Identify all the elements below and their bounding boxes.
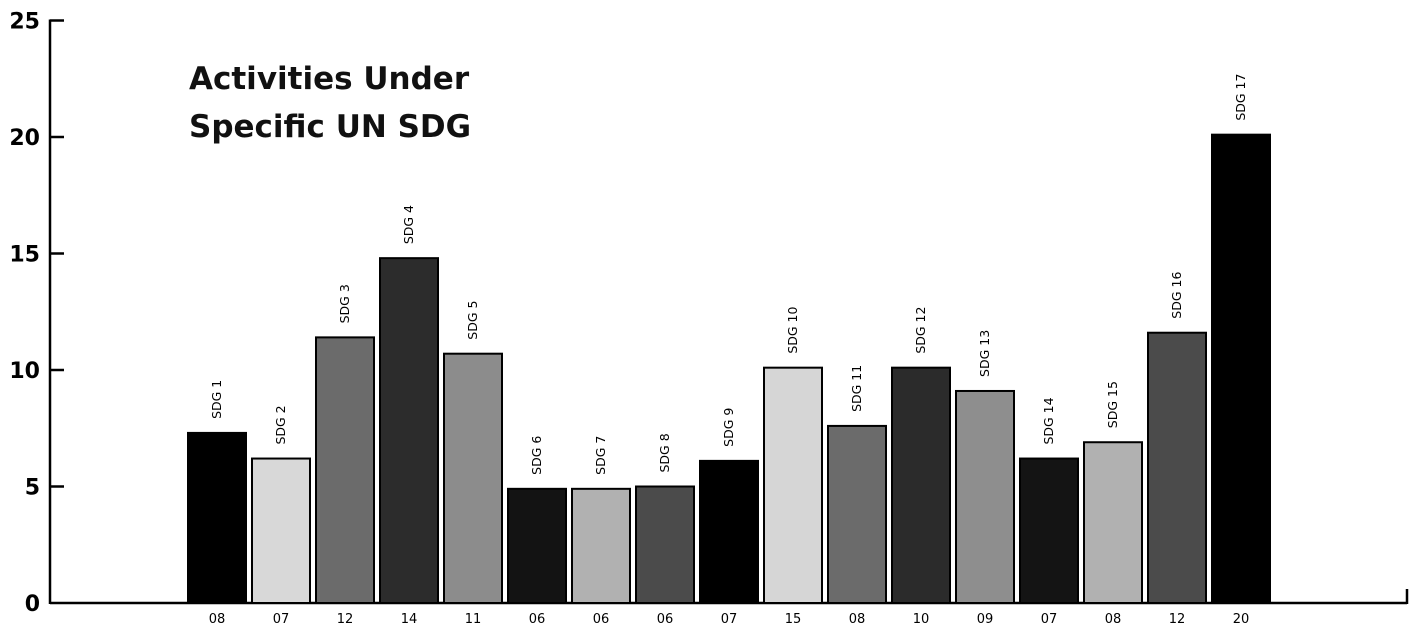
bar	[1147, 331, 1207, 604]
y-tick-label: 25	[9, 10, 40, 35]
bar	[891, 366, 951, 605]
bar	[699, 459, 759, 604]
category-label: 06	[657, 612, 674, 627]
bar-label: SDG 8	[657, 433, 672, 472]
bar-label: SDG 1	[209, 380, 224, 419]
bar-label: SDG 14	[1041, 397, 1056, 444]
category-label: 20	[1233, 612, 1250, 627]
category-label: 08	[209, 612, 226, 627]
category-label: 12	[337, 612, 354, 627]
category-label: 12	[1169, 612, 1186, 627]
category-label: 06	[593, 612, 610, 627]
bar-label: SDG 3	[337, 284, 352, 323]
bar	[1083, 441, 1143, 605]
y-tick-label: 20	[9, 126, 40, 151]
bar-label: SDG 5	[465, 301, 480, 340]
category-label: 07	[273, 612, 290, 627]
bar	[251, 457, 311, 605]
bar-label: SDG 15	[1105, 381, 1120, 428]
category-label: 08	[1105, 612, 1122, 627]
bar-label: SDG 12	[913, 307, 928, 354]
y-tick-label: 5	[25, 476, 40, 501]
bar-label: SDG 2	[273, 405, 288, 444]
bar	[187, 431, 247, 604]
bar-label: SDG 16	[1169, 272, 1184, 319]
bar-label: SDG 13	[977, 330, 992, 377]
bar-label: SDG 6	[529, 436, 544, 475]
chart-title-line-1: Activities Under	[189, 61, 470, 97]
bar	[827, 424, 887, 605]
bar	[507, 487, 567, 604]
bar-label: SDG 9	[721, 408, 736, 447]
bar-label: SDG 10	[785, 306, 800, 353]
bar	[1211, 133, 1271, 604]
bar	[635, 485, 695, 604]
category-label: 08	[849, 612, 866, 627]
chart-title-line-2: Specific UN SDG	[189, 109, 471, 145]
bar-label: SDG 11	[849, 365, 864, 412]
category-label: 09	[977, 612, 994, 627]
bar	[379, 257, 439, 604]
category-label: 10	[913, 612, 930, 627]
bar	[955, 389, 1015, 604]
bar	[571, 487, 631, 604]
category-label: 14	[401, 612, 418, 627]
bars	[187, 133, 1271, 605]
bar-label: SDG 7	[593, 436, 608, 475]
bar	[315, 336, 375, 604]
category-labels: 08 07 12 14 11 06 06 06 07 15 08 10 09 07 08 12 20	[209, 612, 1250, 627]
y-axis-ticks: 0 5 10 15 20 25	[9, 10, 64, 617]
y-tick-label: 10	[9, 359, 40, 384]
bar	[763, 366, 823, 605]
category-label: 11	[465, 612, 482, 627]
chart-title: Activities Under Specific UN SDG	[189, 61, 471, 145]
y-tick-label: 0	[25, 592, 40, 617]
category-label: 07	[721, 612, 738, 627]
bar	[443, 352, 503, 604]
category-label: 15	[785, 612, 802, 627]
category-label: 06	[529, 612, 546, 627]
y-tick-label: 15	[9, 243, 40, 268]
bar-label: SDG 17	[1233, 74, 1248, 121]
bar-label: SDG 4	[401, 205, 416, 244]
bar-labels: SDG 1 SDG 2 SDG 3 SDG 4 SDG 5 SDG 6 SDG 7 SDG 8…	[209, 74, 1248, 475]
category-label: 07	[1041, 612, 1058, 627]
bar	[1019, 457, 1079, 605]
